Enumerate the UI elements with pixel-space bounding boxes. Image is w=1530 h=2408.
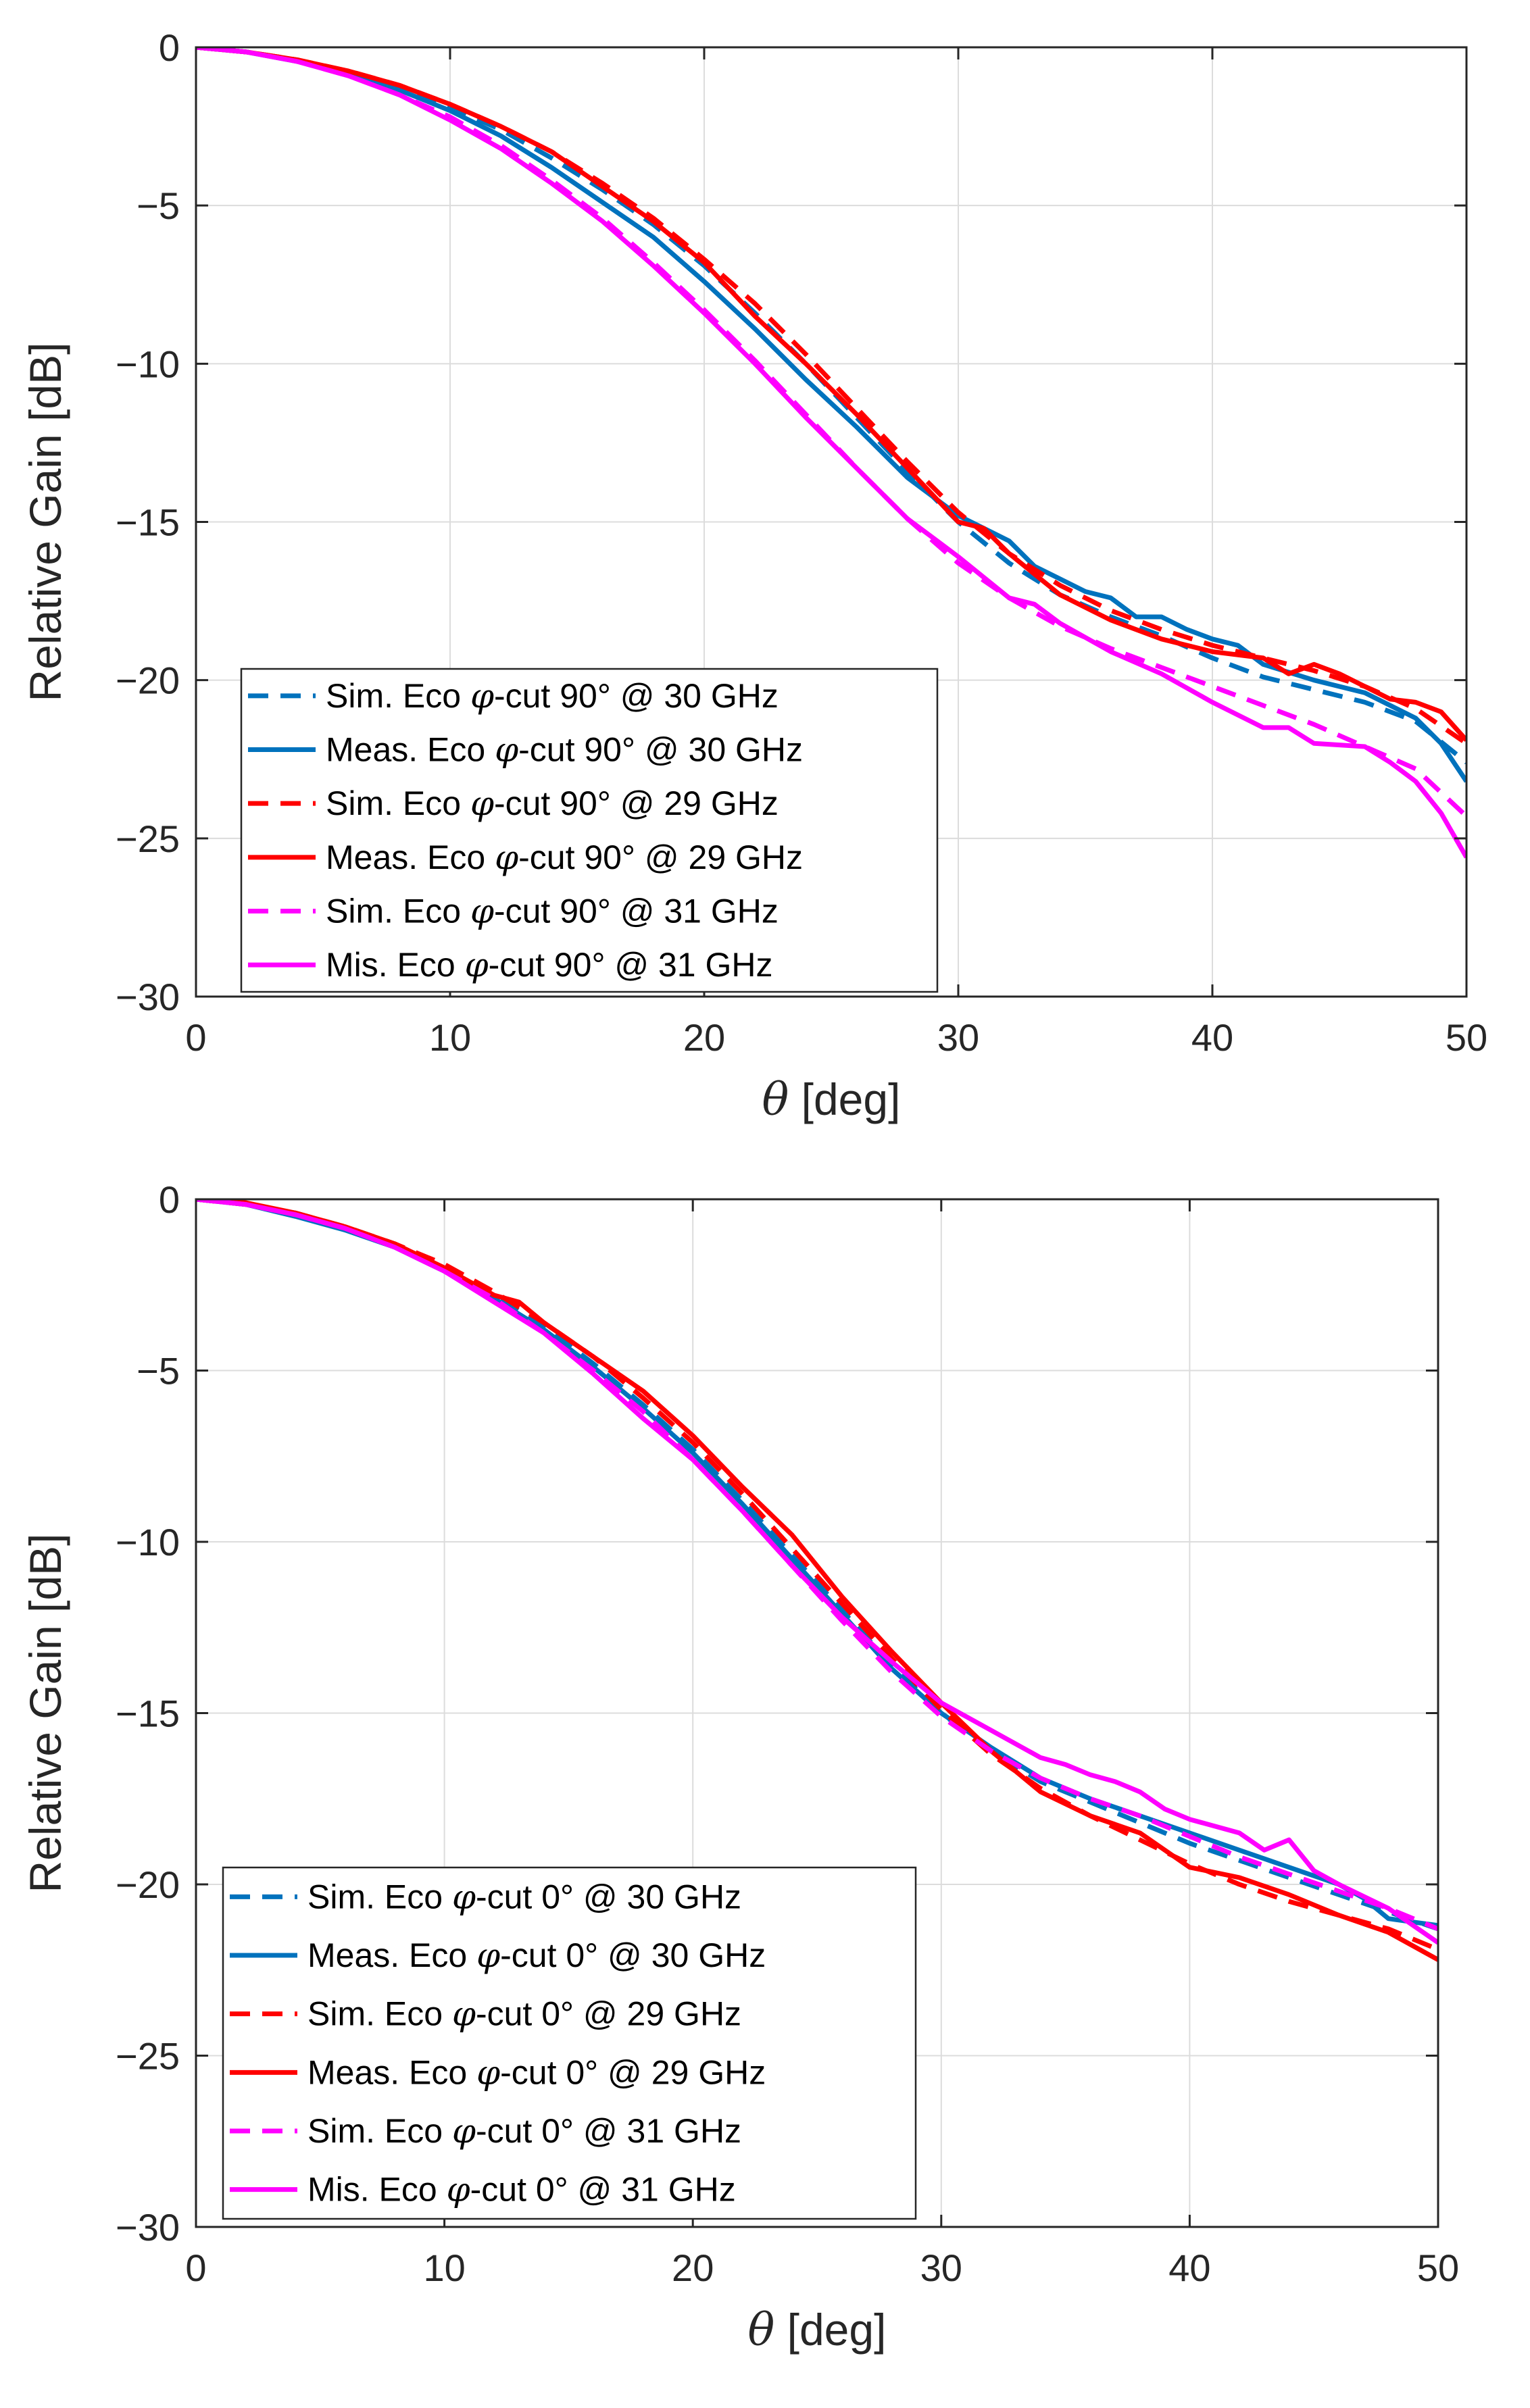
- legend-entry-symbol: φ: [495, 838, 518, 877]
- x-tick-label: 20: [683, 1016, 725, 1059]
- series-line-4: [196, 47, 1466, 742]
- legend-entry-suffix: -cut 90° @ 29 GHz: [518, 838, 803, 876]
- legend-entry-suffix: -cut 90° @ 29 GHz: [494, 784, 779, 822]
- series-line-6: [196, 47, 1466, 859]
- legend-entry-suffix: -cut 90° @ 30 GHz: [518, 731, 803, 769]
- y-axis-label: Relative Gain [dB]: [20, 1534, 70, 1893]
- legend-entry-suffix: -cut 0° @ 30 GHz: [500, 1936, 766, 1974]
- x-axis-label: θ [deg]: [762, 1074, 901, 1126]
- legend-entry-2: Meas. Eco φ-cut 90° @ 30 GHz: [326, 730, 803, 770]
- chart-panel-2: 0 10 20 30 40 50 0 −5 −10 −15 −20 −25 −30 θ [deg] Rela…: [20, 1178, 1459, 2356]
- legend-entry-symbol: φ: [465, 945, 489, 984]
- y-tick-label: −25: [116, 2035, 180, 2078]
- legend-entry-prefix: Sim. Eco: [307, 2112, 452, 2150]
- y-tick-label: 0: [159, 1178, 180, 1221]
- legend-entry-5: Sim. Eco φ-cut 90° @ 31 GHz: [326, 892, 779, 931]
- legend-entry-suffix: -cut 0° @ 29 GHz: [500, 2053, 766, 2091]
- legend-entry-suffix: -cut 90° @ 31 GHz: [494, 893, 779, 930]
- legend-entry-suffix: -cut 90° @ 30 GHz: [494, 677, 779, 715]
- legend-entry-symbol: φ: [476, 2053, 500, 2092]
- legend-entry-symbol: φ: [470, 784, 494, 823]
- legend-entry-prefix: Sim. Eco: [326, 893, 470, 930]
- y-axis-label: Relative Gain [dB]: [20, 343, 70, 702]
- legend-entry-symbol: φ: [452, 1877, 476, 1916]
- x-tick-label: 50: [1446, 1016, 1487, 1059]
- legend-entry-4: Meas. Eco φ-cut 90° @ 29 GHz: [326, 838, 803, 877]
- y-tick-label: −30: [116, 976, 180, 1018]
- legend-entry-suffix: -cut 0° @ 31 GHz: [476, 2112, 741, 2150]
- legend-entry-symbol: φ: [476, 1936, 500, 1975]
- x-tick-label: 0: [185, 2247, 206, 2289]
- y-tick-label: −15: [116, 501, 180, 544]
- y-tick-label: −5: [137, 1350, 180, 1393]
- legend-entry-prefix: Sim. Eco: [326, 784, 470, 822]
- series-group: [196, 47, 1466, 859]
- x-tick-label: 40: [1191, 1016, 1233, 1059]
- legend-entry-6: Mis. Eco φ-cut 90° @ 31 GHz: [326, 945, 773, 984]
- x-axis-label-text: [deg]: [789, 1074, 900, 1124]
- legend-entry-prefix: Sim. Eco: [307, 1995, 452, 2033]
- x-tick-label: 20: [672, 2247, 714, 2289]
- legend-entry-suffix: -cut 0° @ 31 GHz: [470, 2171, 736, 2209]
- legend-entry-symbol: φ: [452, 2111, 476, 2151]
- legend-entry-prefix: Meas. Eco: [326, 731, 495, 769]
- x-axis-label-symbol: θ: [748, 2304, 775, 2356]
- legend-entry-2: Meas. Eco φ-cut 0° @ 30 GHz: [307, 1936, 766, 1975]
- x-tick-label: 10: [429, 1016, 471, 1059]
- legend-entry-symbol: φ: [470, 676, 494, 716]
- x-tick-label: 0: [185, 1016, 206, 1059]
- legend-entry-prefix: Mis. Eco: [307, 2171, 447, 2209]
- series-line-5: [196, 47, 1466, 818]
- legend-entry-1: Sim. Eco φ-cut 0° @ 30 GHz: [307, 1877, 741, 1916]
- legend-box: [222, 1866, 917, 2220]
- legend-entry-prefix: Mis. Eco: [326, 946, 465, 984]
- legend-entry-3: Sim. Eco φ-cut 0° @ 29 GHz: [307, 1995, 741, 2034]
- legend-entry-prefix: Meas. Eco: [307, 1936, 476, 1974]
- legend-entry-symbol: φ: [470, 892, 494, 931]
- x-axis-label-text: [deg]: [774, 2305, 886, 2355]
- legend-entry-3: Sim. Eco φ-cut 90° @ 29 GHz: [326, 784, 779, 823]
- legend-entry-suffix: -cut 0° @ 29 GHz: [476, 1995, 741, 2033]
- legend-entry-prefix: Meas. Eco: [326, 838, 495, 876]
- legend-entry-symbol: φ: [447, 2170, 470, 2209]
- y-tick-label: −10: [116, 1521, 180, 1563]
- series-line-6: [196, 1199, 1438, 1945]
- series-line-4: [196, 1199, 1438, 1962]
- y-tick-label: −30: [116, 2206, 180, 2249]
- legend-entry-symbol: φ: [452, 1995, 476, 2034]
- legend-entry-5: Sim. Eco φ-cut 0° @ 31 GHz: [307, 2111, 741, 2151]
- x-axis-label-symbol: θ: [762, 1074, 789, 1126]
- y-tick-label: −20: [116, 1863, 180, 1906]
- legend-entry-suffix: -cut 90° @ 31 GHz: [489, 946, 773, 984]
- legend-entry-prefix: Sim. Eco: [307, 1878, 452, 1915]
- y-tick-label: 0: [159, 26, 180, 69]
- x-tick-label: 40: [1168, 2247, 1210, 2289]
- legend-entry-symbol: φ: [495, 730, 518, 770]
- y-tick-label: −20: [116, 659, 180, 702]
- x-tick-label: 10: [423, 2247, 465, 2289]
- y-tick-label: −10: [116, 343, 180, 385]
- y-tick-label: −15: [116, 1692, 180, 1735]
- x-tick-label: 50: [1417, 2247, 1459, 2289]
- chart-panel-1: 0 10 20 30 40 50 0 −5 −10 −15 −20 −25 −30 θ [deg] Rela…: [20, 26, 1487, 1126]
- x-axis-label: θ [deg]: [748, 2304, 887, 2356]
- y-tick-label: −5: [137, 184, 180, 227]
- legend-entry-1: Sim. Eco φ-cut 90° @ 30 GHz: [326, 676, 779, 716]
- legend-entry-prefix: Sim. Eco: [326, 677, 470, 715]
- series-group: [196, 1199, 1438, 1962]
- legend-entry-suffix: -cut 0° @ 30 GHz: [476, 1878, 741, 1915]
- y-tick-label: −25: [116, 818, 180, 860]
- legend-box: [240, 668, 939, 993]
- x-tick-label: 30: [937, 1016, 979, 1059]
- x-tick-label: 30: [920, 2247, 962, 2289]
- legend-entry-4: Meas. Eco φ-cut 0° @ 29 GHz: [307, 2053, 766, 2092]
- legend-entry-6: Mis. Eco φ-cut 0° @ 31 GHz: [307, 2170, 736, 2209]
- legend-entry-prefix: Meas. Eco: [307, 2053, 476, 2091]
